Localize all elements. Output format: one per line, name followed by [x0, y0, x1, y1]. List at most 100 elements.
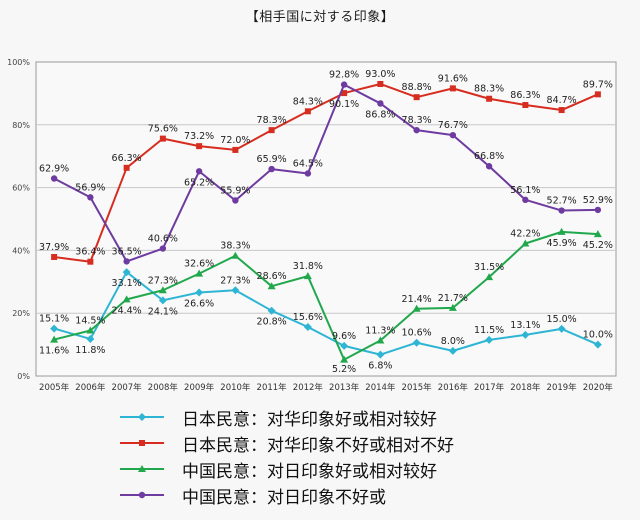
- data-point: [268, 127, 275, 134]
- legend-swatch: [120, 440, 164, 446]
- data-point: [122, 268, 131, 277]
- x-tick-label: 2010年: [220, 382, 251, 393]
- data-label: 86.3%: [510, 90, 540, 101]
- legend: 日本民意：对华印象好或相对较好 日本民意：对华印象不好或相对不好 中国民意：对日印象…: [118, 404, 538, 508]
- y-tick-label: 100%: [7, 58, 30, 67]
- data-point: [594, 91, 601, 98]
- data-point: [123, 164, 130, 171]
- data-label: 66.8%: [474, 151, 504, 162]
- data-point: [341, 90, 348, 97]
- data-point: [449, 131, 457, 139]
- data-point: [138, 465, 146, 472]
- data-point: [50, 324, 59, 333]
- data-point: [376, 336, 385, 344]
- series-line: [53, 230, 598, 361]
- x-tick-label: 2009年: [184, 382, 215, 393]
- data-point: [87, 194, 94, 201]
- data-label: 64.5%: [293, 158, 323, 169]
- x-tick-label: 2017年: [474, 382, 505, 393]
- data-label: 5.2%: [332, 364, 356, 375]
- data-label: 36.4%: [75, 247, 105, 258]
- x-tick-label: 2008年: [148, 382, 179, 393]
- data-label: 62.9%: [39, 163, 69, 174]
- data-label: 21.4%: [402, 294, 432, 305]
- data-point: [340, 341, 349, 350]
- data-label: 90.1%: [329, 99, 359, 110]
- data-label: 73.2%: [184, 131, 214, 142]
- series-line: [53, 82, 599, 263]
- grid: [35, 61, 617, 377]
- x-tick-label: 2019年: [547, 382, 578, 393]
- legend-label: 日本民意：对华印象不好或相对不好: [182, 435, 454, 456]
- data-label: 10.6%: [402, 328, 432, 339]
- data-point: [196, 143, 203, 150]
- data-label: 56.9%: [75, 182, 105, 193]
- data-point: [486, 95, 493, 102]
- x-tick-label: 2007年: [112, 382, 143, 393]
- data-point: [122, 295, 131, 303]
- legend-label: 日本民意：对华印象好或相对较好: [182, 409, 437, 430]
- data-label: 27.3%: [148, 275, 178, 286]
- x-tick-label: 2015年: [402, 382, 433, 393]
- data-point: [557, 324, 566, 333]
- data-point: [340, 355, 349, 363]
- data-label: 37.9%: [39, 242, 69, 253]
- data-label: 52.9%: [583, 195, 613, 206]
- x-tick-label: 2012年: [293, 382, 324, 393]
- x-tick-label: 2020年: [583, 382, 614, 393]
- data-point: [138, 491, 146, 499]
- data-point: [449, 85, 456, 92]
- data-label: 55.9%: [220, 185, 250, 196]
- data-point: [558, 207, 565, 214]
- data-label: 76.7%: [438, 120, 468, 131]
- data-point: [268, 165, 275, 173]
- legend-swatch: [120, 413, 164, 421]
- x-tick-label: 2018年: [510, 382, 541, 393]
- data-label: 93.0%: [365, 69, 395, 80]
- legend-swatch: [120, 491, 164, 499]
- data-point: [195, 269, 204, 277]
- legend-item: 中国民意：对日印象不好或: [118, 482, 538, 508]
- data-point: [51, 253, 58, 260]
- data-label: 92.8%: [329, 70, 359, 81]
- data-label: 10.0%: [583, 330, 613, 341]
- data-point: [303, 323, 312, 332]
- data-point: [594, 206, 602, 214]
- data-point: [267, 306, 276, 315]
- data-label: 72.0%: [220, 135, 250, 146]
- data-point: [412, 304, 421, 312]
- y-tick-label: 20%: [12, 309, 30, 318]
- data-label: 14.5%: [75, 315, 105, 326]
- data-point: [159, 135, 166, 142]
- data-label: 40.6%: [148, 234, 178, 245]
- data-point: [50, 335, 59, 343]
- plot-area: [35, 61, 617, 377]
- legend-item: 中国民意：对日印象好或相对较好: [118, 456, 538, 482]
- data-label: 11.5%: [474, 325, 504, 336]
- data-point: [521, 330, 530, 339]
- data-label: 56.1%: [510, 185, 540, 196]
- data-point: [231, 286, 240, 295]
- data-label: 26.6%: [184, 298, 214, 309]
- data-label: 24.1%: [148, 306, 178, 317]
- data-point: [485, 273, 494, 281]
- data-point: [267, 282, 276, 290]
- legend-item: 日本民意：对华印象不好或相对不好: [118, 430, 538, 456]
- data-point: [377, 100, 384, 107]
- legend-swatch: [120, 465, 164, 472]
- data-point: [86, 334, 95, 343]
- data-point: [593, 340, 602, 349]
- data-label: 15.0%: [547, 314, 577, 325]
- data-point: [159, 245, 167, 252]
- data-point: [123, 258, 130, 265]
- y-tick-label: 40%: [12, 246, 30, 255]
- data-label: 91.6%: [438, 73, 468, 84]
- data-point: [87, 258, 94, 265]
- data-point: [304, 170, 312, 177]
- y-tick-label: 60%: [12, 184, 30, 193]
- data-label: 38.3%: [220, 241, 250, 252]
- data-labels: 15.1% 37.9% 11.6% 62.9% 11.8% 36.4% 14.5% 56.9%…: [39, 69, 613, 375]
- data-label: 78.3%: [257, 115, 287, 126]
- data-label: 52.7%: [547, 196, 577, 207]
- data-point: [448, 346, 457, 355]
